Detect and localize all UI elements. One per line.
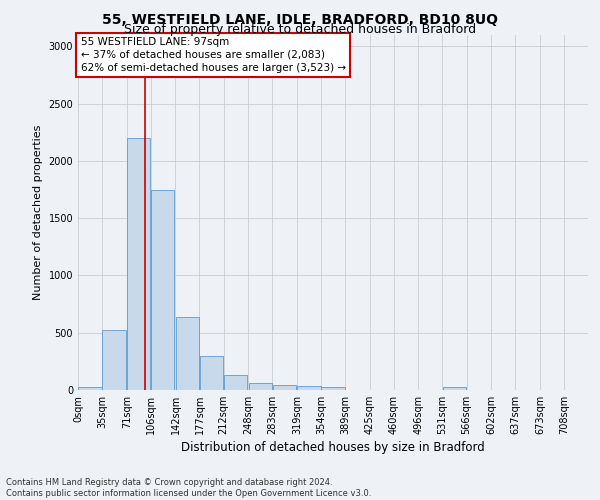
Bar bbox=[200, 356, 223, 390]
Bar bbox=[322, 386, 344, 390]
Bar bbox=[151, 190, 175, 390]
Y-axis label: Number of detached properties: Number of detached properties bbox=[33, 125, 43, 300]
Bar bbox=[224, 375, 247, 390]
X-axis label: Distribution of detached houses by size in Bradford: Distribution of detached houses by size … bbox=[181, 441, 485, 454]
Bar bbox=[127, 138, 151, 390]
Bar bbox=[79, 386, 101, 390]
Bar bbox=[443, 387, 466, 390]
Text: Contains HM Land Registry data © Crown copyright and database right 2024.
Contai: Contains HM Land Registry data © Crown c… bbox=[6, 478, 371, 498]
Text: 55 WESTFIELD LANE: 97sqm
← 37% of detached houses are smaller (2,083)
62% of sem: 55 WESTFIELD LANE: 97sqm ← 37% of detach… bbox=[80, 37, 346, 73]
Bar bbox=[103, 330, 125, 390]
Bar bbox=[248, 382, 272, 390]
Bar bbox=[176, 316, 199, 390]
Text: 55, WESTFIELD LANE, IDLE, BRADFORD, BD10 8UQ: 55, WESTFIELD LANE, IDLE, BRADFORD, BD10… bbox=[102, 12, 498, 26]
Bar bbox=[272, 386, 296, 390]
Bar bbox=[298, 386, 320, 390]
Text: Size of property relative to detached houses in Bradford: Size of property relative to detached ho… bbox=[124, 22, 476, 36]
